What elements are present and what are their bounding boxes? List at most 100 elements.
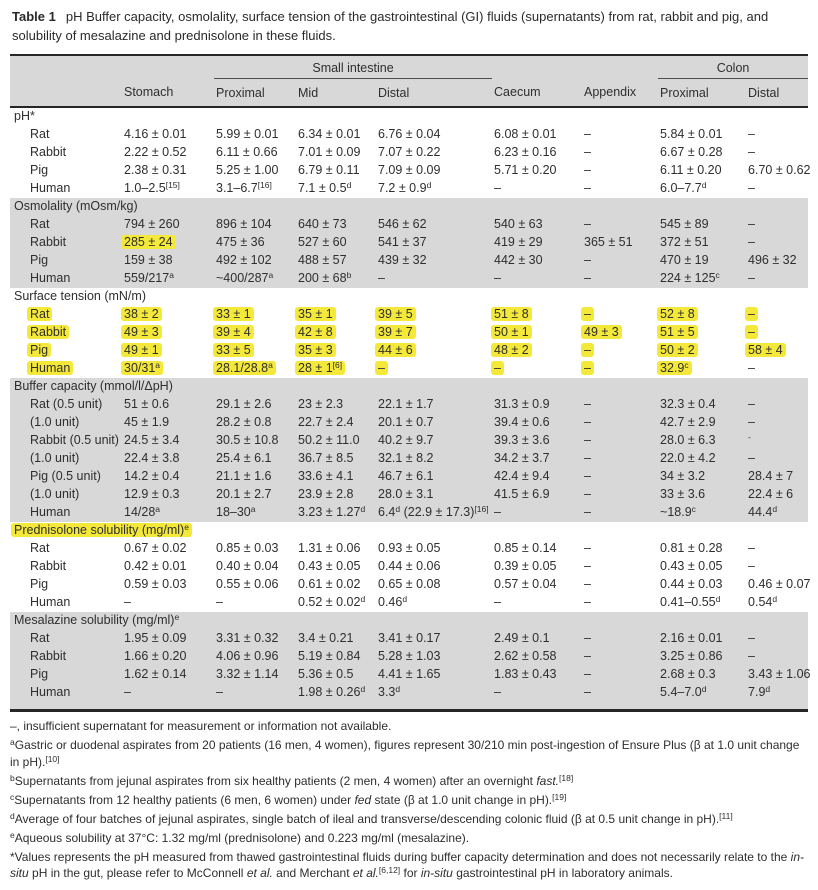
table-row: Pig 49 ± 1 33 ± 5 35 ± 3 44 ± 6 48 ± 2–50 ± 2… [10,342,808,360]
row-label-cell: Human [10,683,122,711]
value-cell: 51 ± 5 [657,324,746,342]
value-cell: 0.46d [378,594,408,610]
value-cell: – [584,559,591,574]
table-caption-text: pH Buffer capacity, osmolality, surface … [12,9,769,43]
col-header-si-proximal: Proximal [214,78,296,108]
value-cell: 6.0–7.7d [660,180,707,196]
value-cell: 496 ± 32 [746,251,809,270]
value-cell: – [584,145,591,160]
value-cell: 372 ± 51 [658,233,747,252]
value-cell: – [494,181,501,196]
value-cell: 6.4d (22.9 ± 17.3)[16] [376,503,493,522]
value-cell: 35 ± 1 [295,306,376,324]
value-cell: 20.1 ± 0.7 [376,413,493,432]
value-cell: 33 ± 3.6 [658,485,747,504]
row-label-cell: Rabbit [10,233,122,252]
value-cell: – [582,503,659,522]
value-cell: 6.34 ± 0.01 [298,127,361,142]
table-row: Pig 2.38 ± 0.31 5.25 ± 1.00 6.79 ± 0.11 7.09… [10,162,811,180]
value-cell: 3.43 ± 1.06 [746,665,810,684]
row-label-cell: Rabbit [10,324,122,342]
value-cell: 0.57 ± 0.04 [494,577,557,592]
value-cell: – [124,595,131,610]
value-cell: 7.09 ± 0.09 [378,163,441,178]
table-row: Pig 159 ± 38 492 ± 102 488 ± 57 439 ± 32 442 … [10,251,809,270]
value-cell: 1.95 ± 0.09 [122,629,214,648]
table-number: Table 1 [12,9,56,24]
value-cell: – [746,233,809,252]
value-cell: 640 ± 73 [296,215,376,234]
value-cell: 0.54d [748,594,778,610]
table-row: Rat (0.5 unit) 51 ± 0.6 29.1 ± 2.6 23 ± 2.3… [10,395,809,414]
value-cell: – [584,595,591,610]
footnote: *Values represents the pH measured from … [10,849,805,881]
header-spacer [10,55,214,79]
footnote: cSupernatants from 12 healthy patients (… [10,791,567,807]
value-cell: 4.16 ± 0.01 [124,127,187,142]
table-row: Pig (0.5 unit) 14.2 ± 0.4 21.1 ± 1.6 33.6 ±… [10,467,809,486]
row-label-cell: Rabbit [30,559,67,574]
value-cell: – [581,342,658,360]
value-cell: 51 ± 0.6 [122,395,214,414]
value-cell: – [748,541,755,556]
value-cell: 3.32 ± 1.14 [214,665,296,684]
value-cell: 49 ± 1 [121,342,214,360]
value-cell: 1.62 ± 0.14 [122,665,214,684]
value-cell: – [581,360,658,378]
value-cell: 0.85 ± 0.03 [216,541,279,556]
value-cell: – [582,215,659,234]
value-cell: 39 ± 4 [213,324,296,342]
value-cell: 52 ± 8 [657,306,746,324]
value-cell: 28.0 ± 3.1 [376,485,493,504]
value-cell: 0.55 ± 0.06 [216,577,279,592]
value-cell: 3.25 ± 0.86 [658,647,747,666]
value-cell: – [122,683,214,711]
value-cell: 22.0 ± 4.2 [658,449,747,468]
value-cell: – [746,395,809,414]
value-cell: – [582,647,659,666]
row-label-cell: Human [10,360,122,378]
col-group-colon: Colon [658,54,809,79]
value-cell: – [748,127,755,142]
value-cell: 32.3 ± 0.4 [658,395,747,414]
table-row: Rat 38 ± 2 33 ± 1 35 ± 1 39 ± 5 51 ± 8–52 ± 8… [10,306,808,324]
value-cell: – [746,269,809,288]
value-cell: 285 ± 24 [121,233,214,252]
value-cell: 39.4 ± 0.6 [492,413,583,432]
value-cell: – [748,559,755,574]
value-cell: 546 ± 62 [376,215,493,234]
col-header-empty [10,78,122,108]
value-cell: 0.43 ± 0.05 [660,559,723,574]
value-cell: 22.4 ± 6 [746,485,809,504]
footnote: eAqueous solubility at 37°C: 1.32 mg/ml … [10,829,470,845]
value-cell: 5.99 ± 0.01 [216,127,279,142]
value-cell: 22.4 ± 3.8 [122,449,214,468]
table-row: Human – – 0.52 ± 0.02d 0.46d – – 0.41–0.55d 0.54… [10,594,808,612]
section-header-row: Buffer capacity (mmol/l/ΔpH) [10,377,809,396]
footnote: dAverage of four batches of jejunal aspi… [10,810,733,826]
value-cell: 3.31 ± 0.32 [214,629,296,648]
value-cell: – [582,269,659,288]
value-cell: – [582,449,659,468]
value-cell: 44.4d [746,503,809,522]
section-label: pH* [14,109,35,124]
value-cell: 28.2 ± 0.8 [214,413,296,432]
row-label-cell: Rat [10,215,122,234]
value-cell: 0.44 ± 0.06 [378,559,441,574]
value-cell: 5.19 ± 0.84 [296,647,376,666]
value-cell: 540 ± 63 [492,215,583,234]
section-header-row: pH* [10,107,808,126]
value-cell: 3.41 ± 0.17 [376,629,493,648]
value-cell: – [748,145,755,160]
value-cell: 24.5 ± 3.4 [122,431,214,450]
value-cell: – [492,269,583,288]
table-row: Rabbit 2.22 ± 0.52 6.11 ± 0.66 7.01 ± 0.09 7… [10,144,808,162]
value-cell: 29.1 ± 2.6 [214,395,296,414]
value-cell: 0.65 ± 0.08 [378,577,441,592]
row-label-cell: (1.0 unit) [10,449,122,468]
value-cell: – [491,360,582,378]
value-cell: 6.70 ± 0.62 [748,163,811,178]
table-row: Rabbit (0.5 unit) 24.5 ± 3.4 30.5 ± 10.8 50… [10,431,809,450]
value-cell: 28 ± 1[6] [295,360,376,378]
value-cell: – [582,683,659,711]
